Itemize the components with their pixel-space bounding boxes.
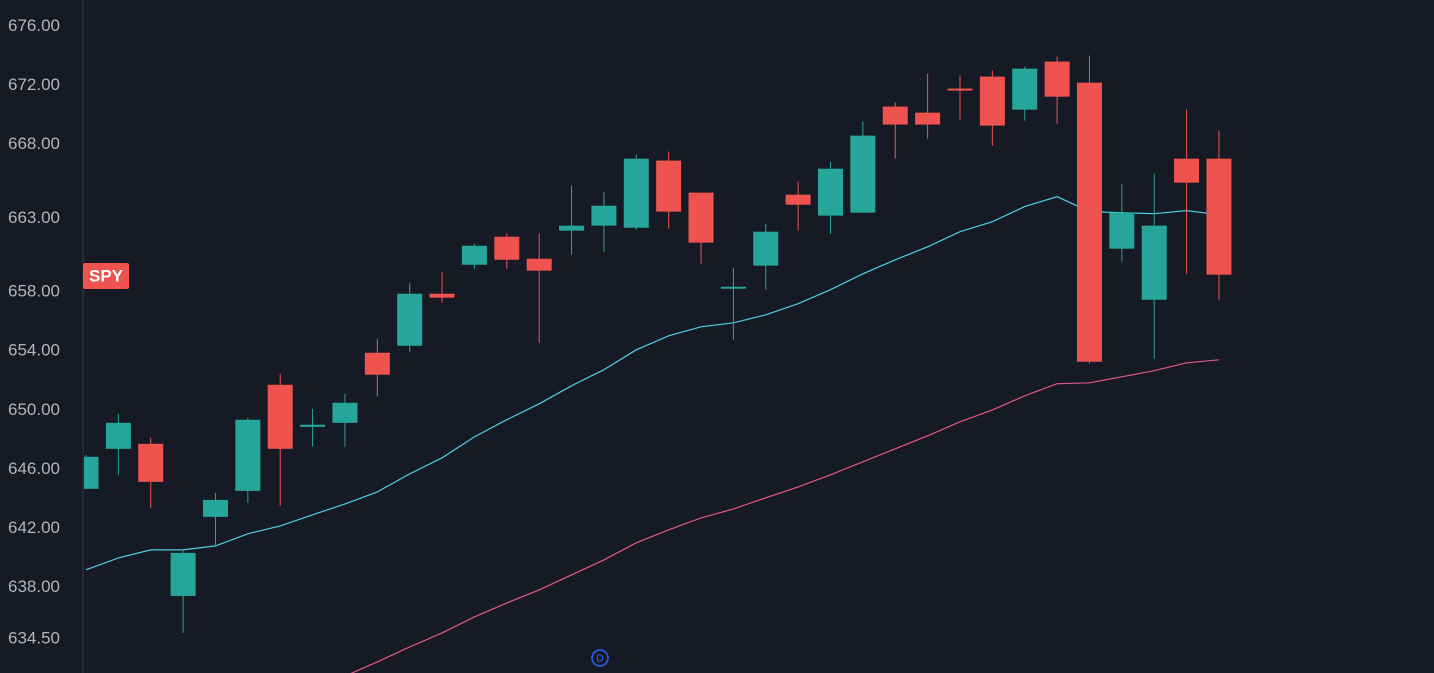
candle-body: [105, 422, 131, 449]
candle-body: [559, 225, 585, 231]
candle-body: [785, 194, 811, 205]
candle-body: [979, 76, 1005, 126]
candle-body: [753, 231, 779, 266]
symbol-tag-bg: [83, 263, 129, 289]
candle-body: [235, 419, 261, 491]
candle-body: [84, 456, 99, 489]
moving-average-line: [85, 196, 1219, 571]
candle-body: [1174, 158, 1200, 183]
candle-body: [915, 112, 941, 125]
event-marker-label: D: [596, 654, 603, 665]
candle-body: [267, 384, 293, 449]
candle-body: [494, 236, 520, 260]
candle-body: [364, 352, 390, 375]
labels: 676.00 672.00 668.00 663.00 658.00 654.00 650.…: [8, 16, 609, 667]
candle-body: [202, 499, 228, 517]
candle-body: [1206, 158, 1232, 275]
y-tick-label: 650.00: [8, 400, 60, 419]
candle-body: [1012, 68, 1038, 110]
y-tick-label: 654.00: [8, 341, 60, 360]
candle-body: [461, 245, 487, 265]
candle-body: [591, 205, 617, 226]
candle-body: [526, 258, 552, 271]
candle-body: [656, 160, 682, 212]
candle-body: [947, 88, 973, 91]
y-tick-label: 658.00: [8, 282, 60, 301]
y-tick-label: 646.00: [8, 459, 60, 478]
candle-body: [1044, 61, 1070, 97]
candle-body: [1076, 82, 1102, 362]
y-tick-label: 672.00: [8, 75, 60, 94]
y-tick-label: 676.00: [8, 16, 60, 35]
y-tick-label: 663.00: [8, 208, 60, 227]
y-tick-label: 638.00: [8, 577, 60, 596]
candle-body: [720, 286, 746, 289]
candle-body: [1141, 225, 1167, 300]
moving-average-line: [350, 359, 1219, 673]
candle-body: [818, 168, 844, 216]
candle-body: [397, 293, 423, 346]
y-tick-label: 668.00: [8, 134, 60, 153]
symbol-tag: SPY: [89, 266, 124, 285]
candle-body: [300, 424, 326, 427]
candle-body: [170, 552, 196, 596]
candle-body: [623, 158, 649, 228]
candle-body: [332, 402, 358, 423]
candle-body: [138, 443, 164, 482]
event-marker: [591, 649, 609, 667]
y-tick-label: 642.00: [8, 518, 60, 537]
candle-body: [850, 135, 876, 213]
y-tick-label: 634.50: [8, 629, 60, 648]
candle-body: [688, 192, 714, 243]
candle-body: [1109, 212, 1135, 249]
plot-area: [84, 55, 1232, 673]
candle-body: [429, 293, 455, 298]
candle-body: [882, 106, 908, 125]
